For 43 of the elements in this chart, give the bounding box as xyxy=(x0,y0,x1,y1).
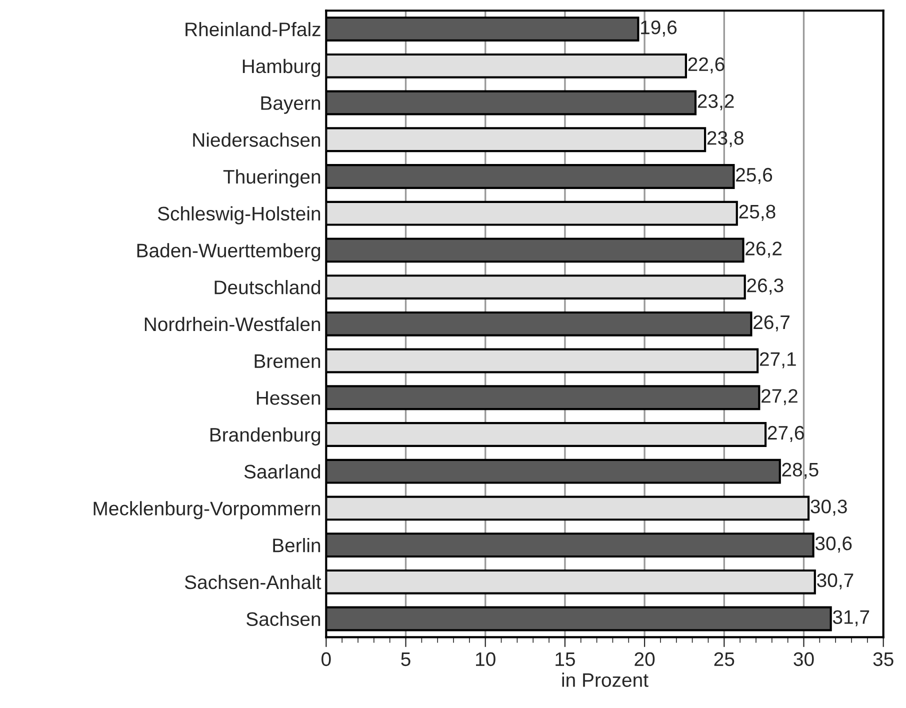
y-tick-label: Baden-Wuerttemberg xyxy=(137,243,320,262)
data-label: 22,6 xyxy=(688,57,724,74)
y-tick-label: Deutschland xyxy=(214,280,320,294)
data-label: 26,2 xyxy=(746,242,782,258)
y-tick-label: Saarland xyxy=(244,464,320,479)
data-label: 27,1 xyxy=(760,352,796,368)
x-tick-label: 15 xyxy=(556,652,575,666)
y-tick-label: Berlin xyxy=(273,538,320,552)
y-tick-label: Rheinland-Pfalz xyxy=(186,22,320,36)
data-label: 23,2 xyxy=(698,94,734,110)
y-tick-label: Nordrhein-Westfalen xyxy=(144,316,320,332)
data-label: 27,6 xyxy=(768,426,804,442)
x-tick-label: 35 xyxy=(873,652,894,666)
y-tick-label: Sachsen-Anhalt xyxy=(184,574,322,590)
x-tick-label: 30 xyxy=(794,652,814,666)
x-tick-label: 20 xyxy=(634,652,655,666)
y-tick-label: Niedersachsen xyxy=(193,132,320,147)
data-label: 31,7 xyxy=(832,610,870,626)
y-tick-label: Brandenburg xyxy=(210,427,320,446)
x-axis-title: in Prozent xyxy=(562,672,648,687)
data-label: 28,5 xyxy=(782,462,818,479)
y-tick-label: Mecklenburg-Vorpommern xyxy=(94,501,320,520)
x-tick-label: 25 xyxy=(714,652,734,666)
y-tick-label: Bayern xyxy=(261,96,320,114)
y-tick-label: Schleswig-Holstein xyxy=(158,206,320,224)
y-tick-label: Thueringen xyxy=(223,169,320,188)
data-label: 30,3 xyxy=(810,500,847,516)
data-label: 30,7 xyxy=(817,573,854,590)
x-tick-label: 10 xyxy=(476,652,496,666)
x-tick-label: 5 xyxy=(401,652,410,666)
y-tick-label: Hessen xyxy=(256,391,320,405)
data-label: 25,8 xyxy=(739,204,776,221)
x-tick-label: 0 xyxy=(322,652,331,666)
data-label: 25,6 xyxy=(736,168,772,184)
data-label: 23,8 xyxy=(707,131,744,148)
data-label: 26,3 xyxy=(747,278,784,295)
data-label: 19,6 xyxy=(641,20,677,37)
y-tick-label: Hamburg xyxy=(242,58,320,77)
data-label: 30,6 xyxy=(815,536,852,553)
data-label: 26,7 xyxy=(754,315,790,332)
data-label: 27,2 xyxy=(762,389,798,406)
y-tick-label: Sachsen xyxy=(246,612,320,626)
y-tick-label: Bremen xyxy=(254,354,320,368)
